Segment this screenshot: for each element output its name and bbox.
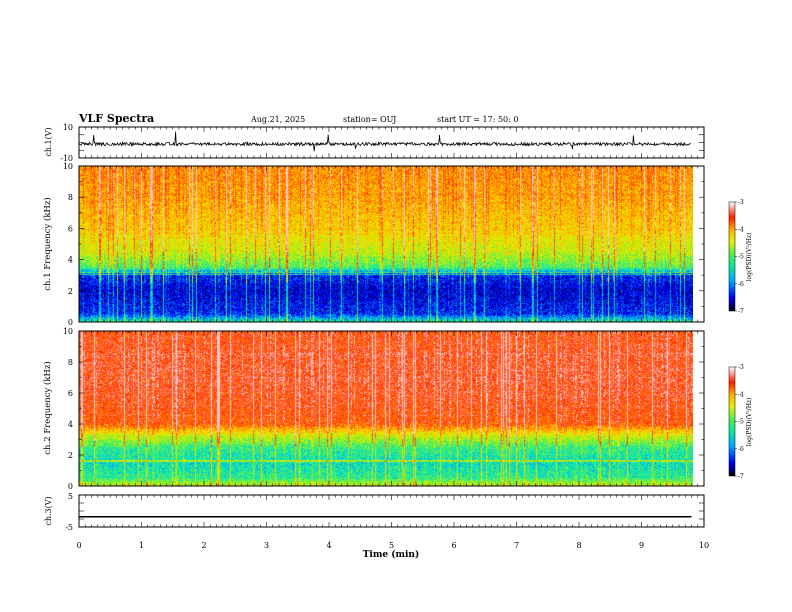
xtick-label: 5 [389, 541, 394, 550]
ytick-label: 6 [68, 389, 73, 398]
colorbar-tick-label: -6 [738, 446, 744, 453]
ytick-label: 6 [68, 224, 73, 233]
start-time-label: start UT = 17: 50: 0 [437, 115, 519, 124]
colorbar-tick-label: -4 [738, 226, 744, 233]
ch1-waveform-ylabel: ch.1(V) [44, 127, 53, 156]
ch1-colorbar-label: log(PSD)(V²/Hz) [746, 233, 753, 282]
ytick-label: 8 [68, 193, 73, 202]
colorbar-tick-label: -3 [738, 199, 744, 206]
colorbar-tick-label: -5 [738, 419, 744, 426]
colorbar-tick-label: -6 [738, 281, 744, 288]
ytick-label: 2 [68, 451, 73, 460]
ch1-spectrogram-image [79, 166, 693, 322]
ytick-label: 8 [68, 358, 73, 367]
time-axis-label: Time (min) [363, 549, 420, 560]
station-label: station= OUJ [343, 115, 397, 124]
ch1-waveform-trace [79, 131, 691, 152]
panel-ch3-waveform: 5 -5 ch.3(V) 0 1 2 3 4 5 6 7 8 9 10 Time (min) [44, 492, 709, 560]
xtick-label: 7 [514, 541, 519, 550]
ch3-waveform-ylabel: ch.3(V) [44, 496, 53, 525]
xtick-label: 1 [139, 541, 144, 550]
ytick-label: 10 [63, 327, 73, 336]
colorbar-tick-label: -7 [738, 308, 744, 315]
xtick-label: 0 [76, 541, 81, 550]
xtick-label: 4 [326, 541, 331, 550]
ytick-label: 10 [63, 162, 73, 171]
ch2-spectrogram-ylabel: ch.2 Frequency (kHz) [42, 361, 53, 454]
ch2-colorbar [728, 366, 736, 477]
xtick-label: 8 [576, 541, 581, 550]
colorbar-tick-label: -7 [738, 473, 744, 480]
xtick-label: 6 [451, 541, 456, 550]
colorbar-tick-label: -5 [738, 254, 744, 261]
ytick-label: 0 [68, 318, 73, 327]
ch1-waveform-path [79, 131, 691, 152]
ytick-label: 4 [68, 420, 73, 429]
ytick-label: 4 [68, 256, 73, 265]
ch1-ytick-bottom: -10 [60, 154, 73, 163]
colorbar-tick-label: -4 [738, 391, 744, 398]
figure-title: VLF Spectra [79, 112, 155, 125]
ytick-label: 0 [68, 482, 73, 491]
ch1-colorbar [728, 201, 736, 312]
xtick-label: 10 [699, 541, 709, 550]
xtick-label: 9 [639, 541, 644, 550]
ch2-spectrogram-image [79, 331, 693, 486]
colorbar-tick-label: -3 [738, 364, 744, 371]
ch2-colorbar-label: log(PSD)(V²/Hz) [746, 398, 753, 447]
recording-date: Aug.21, 2025 [251, 115, 306, 124]
xtick-label: 2 [201, 541, 206, 550]
ch1-spectrogram-ylabel: ch.1 Frequency (kHz) [42, 197, 53, 290]
ch3-ytick-bottom: -5 [65, 523, 73, 532]
ch1-ytick-top: 10 [63, 123, 73, 132]
xtick-label: 3 [264, 541, 269, 550]
ytick-label: 2 [68, 287, 73, 296]
panel-ch1-waveform: 10 -10 ch.1(V) [44, 123, 705, 163]
ch3-ytick-top: 5 [68, 492, 73, 501]
